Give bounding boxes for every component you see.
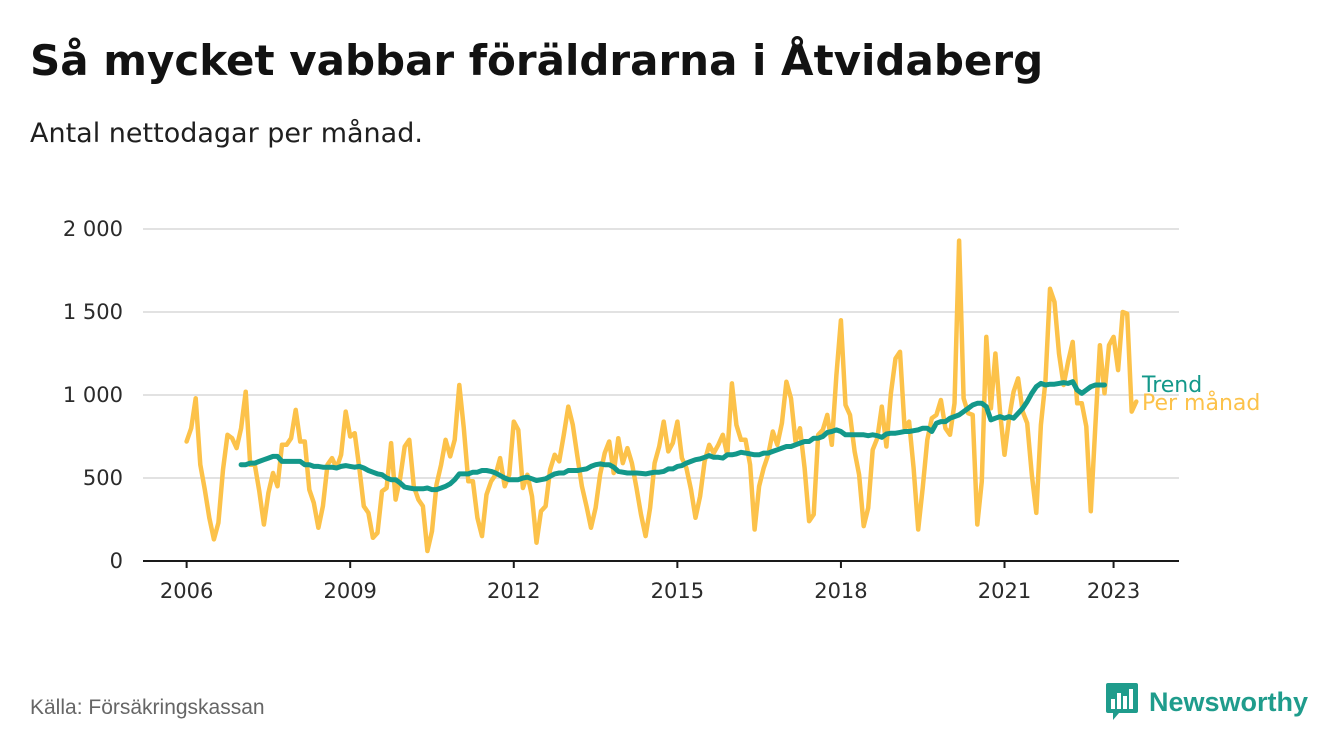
y-tick-label: 2 000 — [63, 217, 123, 241]
gridlines — [143, 228, 1179, 479]
brand-name: Newsworthy — [1148, 686, 1308, 717]
series-line-trend — [238, 379, 1107, 493]
brand-logo[interactable]: Newsworthy — [1105, 682, 1308, 722]
chart-title: Så mycket vabbar föräldrarna i Åtvidaber… — [30, 36, 1044, 85]
x-tick-label: 2015 — [651, 579, 704, 603]
series-label-per-manad: Per månad — [1142, 390, 1260, 416]
series-lines — [184, 238, 1139, 554]
x-tick-label: 2021 — [978, 579, 1031, 603]
y-tick-label: 1 000 — [63, 383, 123, 407]
y-tick-label: 1 500 — [63, 300, 123, 324]
y-tick-label: 500 — [83, 466, 123, 490]
series-label-trend: Trend — [1141, 373, 1202, 398]
y-tick-label: 0 — [110, 549, 123, 573]
chart-subtitle: Antal nettodagar per månad. — [30, 118, 423, 149]
x-tick-label: 2012 — [487, 579, 540, 603]
x-tick-label: 2023 — [1087, 579, 1140, 603]
source-note: Källa: Försäkringskassan — [30, 696, 265, 719]
newsworthy-logo-icon — [1105, 683, 1138, 720]
series-line-per-manad — [184, 238, 1139, 554]
line-chart: 0 500 1 000 1 500 2 000 2006 2009 2012 2015 2018 2… — [63, 217, 1260, 603]
x-tick-label: 2009 — [323, 579, 376, 603]
axes: 0 500 1 000 1 500 2 000 2006 2009 2012 2015 2018 2… — [63, 217, 1179, 603]
x-tick-label: 2006 — [160, 579, 213, 603]
x-tick-label: 2018 — [814, 579, 867, 603]
